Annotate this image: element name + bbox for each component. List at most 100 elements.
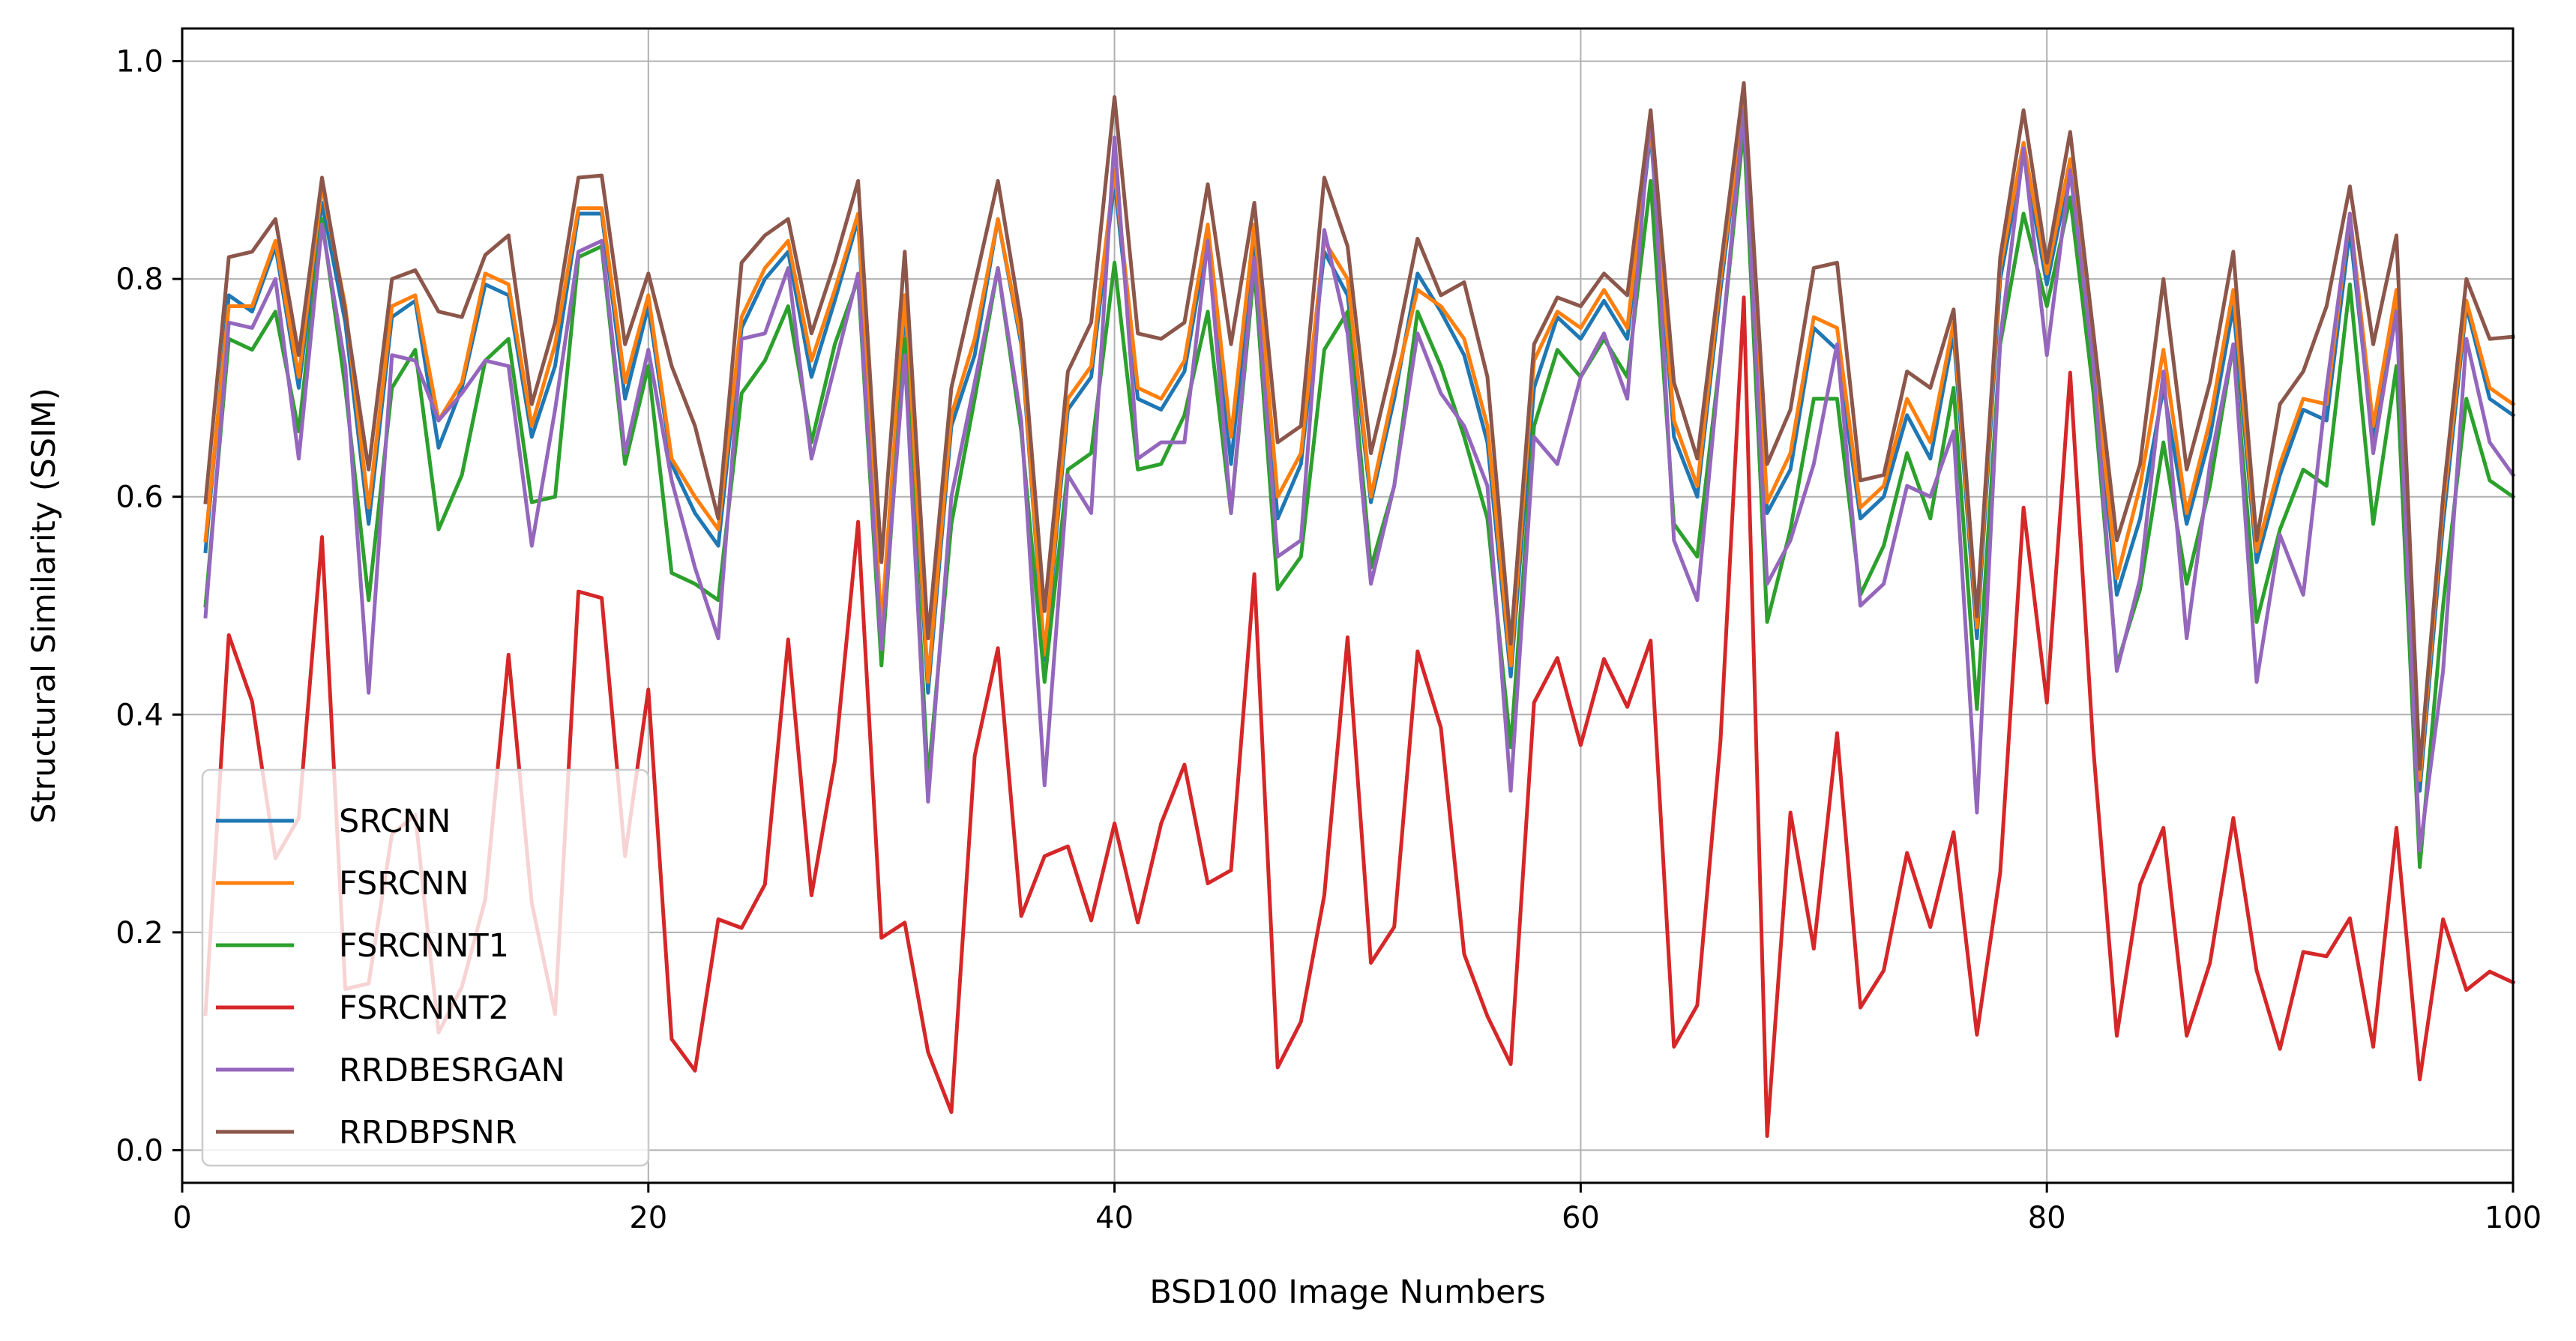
data-point bbox=[741, 928, 742, 929]
data-point bbox=[2116, 1035, 2117, 1036]
data-point bbox=[1580, 376, 1581, 377]
data-point bbox=[2070, 132, 2071, 133]
data-point bbox=[1464, 339, 1465, 340]
data-point bbox=[2023, 142, 2024, 143]
data-point bbox=[1208, 311, 1209, 312]
data-point bbox=[1673, 382, 1674, 383]
y-tick-label: 0.2 bbox=[115, 916, 163, 950]
series-line-fsrcnnt2 bbox=[203, 295, 2516, 1138]
data-point bbox=[2303, 399, 2304, 400]
data-point bbox=[1417, 238, 1418, 239]
data-point bbox=[904, 922, 905, 923]
data-point bbox=[671, 458, 672, 459]
data-point bbox=[1557, 657, 1558, 658]
data-point bbox=[741, 317, 742, 318]
data-point bbox=[2466, 279, 2467, 280]
data-point bbox=[1114, 262, 1115, 263]
data-point bbox=[741, 262, 742, 263]
data-point bbox=[1324, 349, 1325, 350]
data-point bbox=[275, 219, 276, 220]
legend-label: SRCNN bbox=[339, 803, 451, 840]
data-point bbox=[275, 311, 276, 312]
data-point bbox=[2466, 989, 2467, 990]
data-point bbox=[1767, 583, 1768, 584]
data-point bbox=[2070, 197, 2071, 198]
data-point bbox=[1464, 953, 1465, 954]
data-point bbox=[2209, 962, 2210, 963]
data-point bbox=[2396, 311, 2397, 312]
data-point bbox=[695, 567, 696, 568]
data-point bbox=[485, 273, 486, 274]
plot-area-frame bbox=[181, 27, 2515, 1184]
data-point bbox=[2186, 469, 2187, 470]
data-point bbox=[601, 175, 602, 176]
data-point bbox=[695, 426, 696, 427]
data-point bbox=[1650, 110, 1651, 111]
data-point bbox=[485, 255, 486, 256]
y-tick-label: 1.0 bbox=[115, 45, 163, 79]
data-point bbox=[2303, 409, 2304, 410]
data-point bbox=[1324, 229, 1325, 230]
data-point bbox=[1976, 616, 1977, 617]
data-point bbox=[601, 597, 602, 598]
data-point bbox=[462, 317, 463, 318]
data-point bbox=[1860, 518, 1861, 519]
data-point bbox=[834, 761, 835, 762]
legend-item-rrdbesrgan: RRDBESRGAN bbox=[216, 1052, 565, 1089]
data-point bbox=[718, 529, 719, 530]
data-point bbox=[1487, 376, 1488, 377]
data-point bbox=[1137, 469, 1138, 470]
data-point bbox=[998, 219, 999, 220]
data-point bbox=[2303, 952, 2304, 953]
data-point bbox=[1021, 322, 1022, 323]
data-point bbox=[1208, 224, 1209, 225]
data-point bbox=[1837, 399, 1838, 400]
data-point bbox=[275, 279, 276, 280]
data-point bbox=[1370, 502, 1371, 503]
data-point bbox=[368, 469, 369, 470]
data-point bbox=[2419, 791, 2420, 792]
data-point bbox=[2209, 382, 2210, 383]
data-point bbox=[1231, 464, 1232, 465]
data-point bbox=[252, 349, 253, 350]
data-point bbox=[2186, 638, 2187, 639]
data-point bbox=[1231, 436, 1232, 437]
data-point bbox=[1767, 621, 1768, 622]
data-point bbox=[1673, 436, 1674, 437]
data-point bbox=[555, 496, 556, 497]
data-point bbox=[508, 654, 509, 655]
data-point bbox=[462, 393, 463, 394]
data-point bbox=[2000, 257, 2001, 258]
data-point bbox=[1464, 426, 1465, 427]
data-point bbox=[1091, 366, 1092, 367]
data-point bbox=[252, 251, 253, 252]
data-point bbox=[1534, 344, 1535, 345]
data-point bbox=[811, 458, 812, 459]
data-point bbox=[2280, 529, 2281, 530]
data-point bbox=[391, 279, 392, 280]
data-point bbox=[2116, 671, 2117, 672]
data-point bbox=[1347, 637, 1348, 638]
data-point bbox=[462, 382, 463, 383]
data-point bbox=[2186, 1035, 2187, 1036]
data-point bbox=[1837, 262, 1838, 263]
data-point bbox=[391, 306, 392, 307]
data-point bbox=[578, 251, 579, 252]
data-point bbox=[1137, 458, 1138, 459]
data-point bbox=[1044, 856, 1045, 857]
data-point bbox=[671, 1039, 672, 1040]
data-point bbox=[508, 235, 509, 236]
data-point bbox=[1324, 895, 1325, 896]
data-point bbox=[1417, 273, 1418, 274]
data-point bbox=[1347, 279, 1348, 280]
data-point bbox=[834, 344, 835, 345]
data-point bbox=[1837, 733, 1838, 734]
data-point bbox=[2116, 594, 2117, 595]
data-point bbox=[1557, 349, 1558, 350]
data-point bbox=[205, 502, 206, 503]
data-point bbox=[1976, 1034, 1977, 1035]
data-point bbox=[1137, 922, 1138, 923]
data-point bbox=[1440, 306, 1441, 307]
data-point bbox=[811, 376, 812, 377]
data-point bbox=[1370, 962, 1371, 963]
